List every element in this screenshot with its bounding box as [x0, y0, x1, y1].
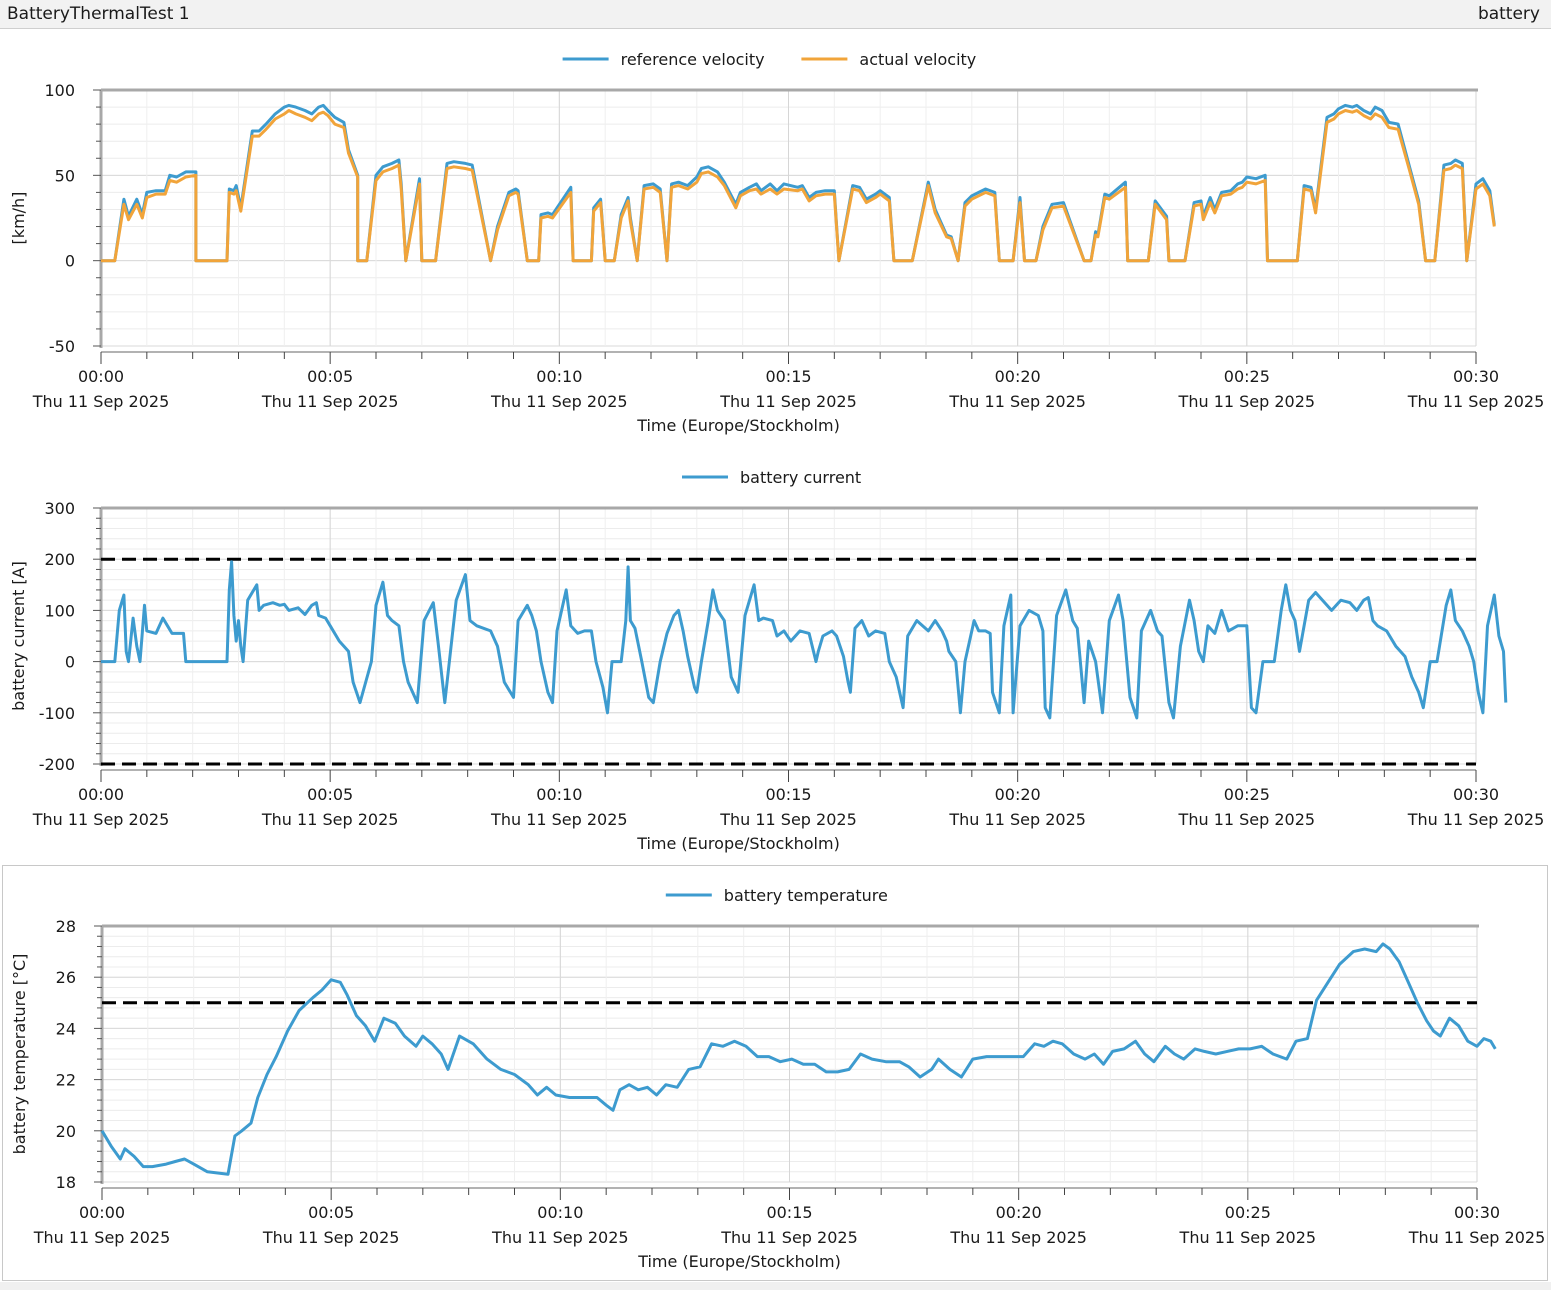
velocity-chart: -50 0 50 100 00:00 Thu 11 Sep 2025 00:05 Thu 11…	[9, 50, 1545, 435]
x-tick-label: 00:00	[78, 367, 124, 386]
series-line	[101, 109, 1496, 263]
x-tick-label: 00:25	[1224, 785, 1270, 804]
y-tick-label: 0	[65, 653, 75, 672]
x-tick-label: 00:20	[995, 785, 1041, 804]
x-tick-date-label: Thu 11 Sep 2025	[1179, 1228, 1317, 1247]
x-tick-date-label: Thu 11 Sep 2025	[33, 1228, 171, 1247]
x-tick-date-label: Thu 11 Sep 2025	[262, 1228, 400, 1247]
x-tick-date-label: Thu 11 Sep 2025	[490, 392, 628, 411]
legend: battery current	[682, 468, 861, 487]
x-tick-label: 00:00	[79, 1203, 125, 1222]
temperature-chart-panel: 18 20 22 24 26 28 00:00 Thu 11 Sep 2025 00:05 Thu…	[2, 865, 1548, 1281]
x-tick-date-label: Thu 11 Sep 2025	[1407, 810, 1545, 829]
x-tick-date-label: Thu 11 Sep 2025	[948, 810, 1086, 829]
x-tick-label: 00:05	[307, 367, 353, 386]
x-tick-date-label: Thu 11 Sep 2025	[32, 810, 170, 829]
grid	[100, 89, 1477, 347]
x-tick-label: 00:10	[537, 1203, 583, 1222]
y-tick-label: 200	[44, 550, 75, 569]
y-tick-label: 100	[44, 81, 75, 100]
y-tick-label: 22	[56, 1071, 76, 1090]
x-tick-label: 00:25	[1224, 367, 1270, 386]
legend-label: actual velocity	[859, 50, 976, 69]
battery-temperature-chart: 18 20 22 24 26 28 00:00 Thu 11 Sep 2025 00:05 Thu…	[10, 886, 1545, 1271]
y-tick-label: 24	[56, 1019, 76, 1038]
x-tick-label: 00:30	[1454, 1203, 1500, 1222]
window-title: BatteryThermalTest 1	[7, 4, 190, 24]
series-line	[101, 103, 1496, 263]
y-axis-title: battery current [A]	[9, 561, 28, 711]
x-tick-date-label: Thu 11 Sep 2025	[1408, 1228, 1545, 1247]
x-tick-date-label: Thu 11 Sep 2025	[948, 392, 1086, 411]
legend-label: reference velocity	[621, 50, 765, 69]
legend-label: battery current	[740, 468, 861, 487]
battery-current-chart: -200 -100 0 100 200 300 00:00 Thu 11 Sep 2025 00…	[9, 468, 1545, 853]
legend: reference velocity actual velocity	[562, 50, 976, 69]
x-tick-label: 00:05	[307, 785, 353, 804]
current-chart-panel: -200 -100 0 100 200 300 00:00 Thu 11 Sep 2025 00…	[2, 448, 1546, 863]
y-axis-title: battery temperature [°C]	[10, 954, 29, 1155]
x-tick-date-label: Thu 11 Sep 2025	[1178, 810, 1316, 829]
x-tick-label: 00:15	[766, 1203, 812, 1222]
y-axis-title: [km/h]	[9, 192, 28, 245]
y-tick-label: 20	[56, 1122, 76, 1141]
legend-label: battery temperature	[724, 886, 888, 905]
y-tick-label: -50	[49, 337, 75, 356]
x-tick-date-label: Thu 11 Sep 2025	[491, 1228, 629, 1247]
x-tick-date-label: Thu 11 Sep 2025	[720, 1228, 858, 1247]
x-tick-label: 00:30	[1453, 785, 1499, 804]
x-tick-label: 00:10	[536, 367, 582, 386]
x-tick-date-label: Thu 11 Sep 2025	[490, 810, 628, 829]
x-tick-date-label: Thu 11 Sep 2025	[719, 810, 857, 829]
y-tick-label: 300	[44, 499, 75, 518]
series-line	[100, 942, 1497, 1176]
x-tick-date-label: Thu 11 Sep 2025	[1407, 392, 1545, 411]
title-bar: BatteryThermalTest 1 battery	[0, 0, 1551, 29]
x-axis-title: Time (Europe/Stockholm)	[637, 1252, 841, 1271]
x-tick-label: 00:00	[78, 785, 124, 804]
y-tick-label: 50	[55, 166, 75, 185]
x-tick-label: 00:05	[308, 1203, 354, 1222]
y-tick-label: 26	[56, 968, 76, 987]
x-tick-date-label: Thu 11 Sep 2025	[32, 392, 170, 411]
x-tick-date-label: Thu 11 Sep 2025	[1178, 392, 1316, 411]
y-tick-label: 28	[56, 917, 76, 936]
x-tick-date-label: Thu 11 Sep 2025	[949, 1228, 1087, 1247]
x-tick-date-label: Thu 11 Sep 2025	[719, 392, 857, 411]
grid	[101, 925, 1478, 1183]
y-tick-label: 18	[56, 1173, 76, 1192]
x-tick-label: 00:20	[996, 1203, 1042, 1222]
x-tick-label: 00:10	[536, 785, 582, 804]
x-tick-label: 00:20	[995, 367, 1041, 386]
x-axis-title: Time (Europe/Stockholm)	[636, 416, 840, 435]
velocity-chart-panel: -50 0 50 100 00:00 Thu 11 Sep 2025 00:05 Thu 11…	[2, 30, 1546, 445]
x-axis-title: Time (Europe/Stockholm)	[636, 834, 840, 853]
series-line	[101, 560, 1508, 720]
status-strip	[0, 1282, 1551, 1290]
y-tick-label: -200	[39, 755, 75, 774]
legend: battery temperature	[665, 886, 888, 905]
x-tick-date-label: Thu 11 Sep 2025	[261, 810, 399, 829]
x-tick-label: 00:15	[765, 785, 811, 804]
x-tick-date-label: Thu 11 Sep 2025	[261, 392, 399, 411]
x-tick-label: 00:25	[1225, 1203, 1271, 1222]
x-tick-label: 00:30	[1453, 367, 1499, 386]
window-right-label: battery	[1477, 4, 1540, 24]
x-tick-label: 00:15	[765, 367, 811, 386]
y-tick-label: 100	[44, 601, 75, 620]
y-tick-label: 0	[65, 252, 75, 271]
y-tick-label: -100	[39, 704, 75, 723]
